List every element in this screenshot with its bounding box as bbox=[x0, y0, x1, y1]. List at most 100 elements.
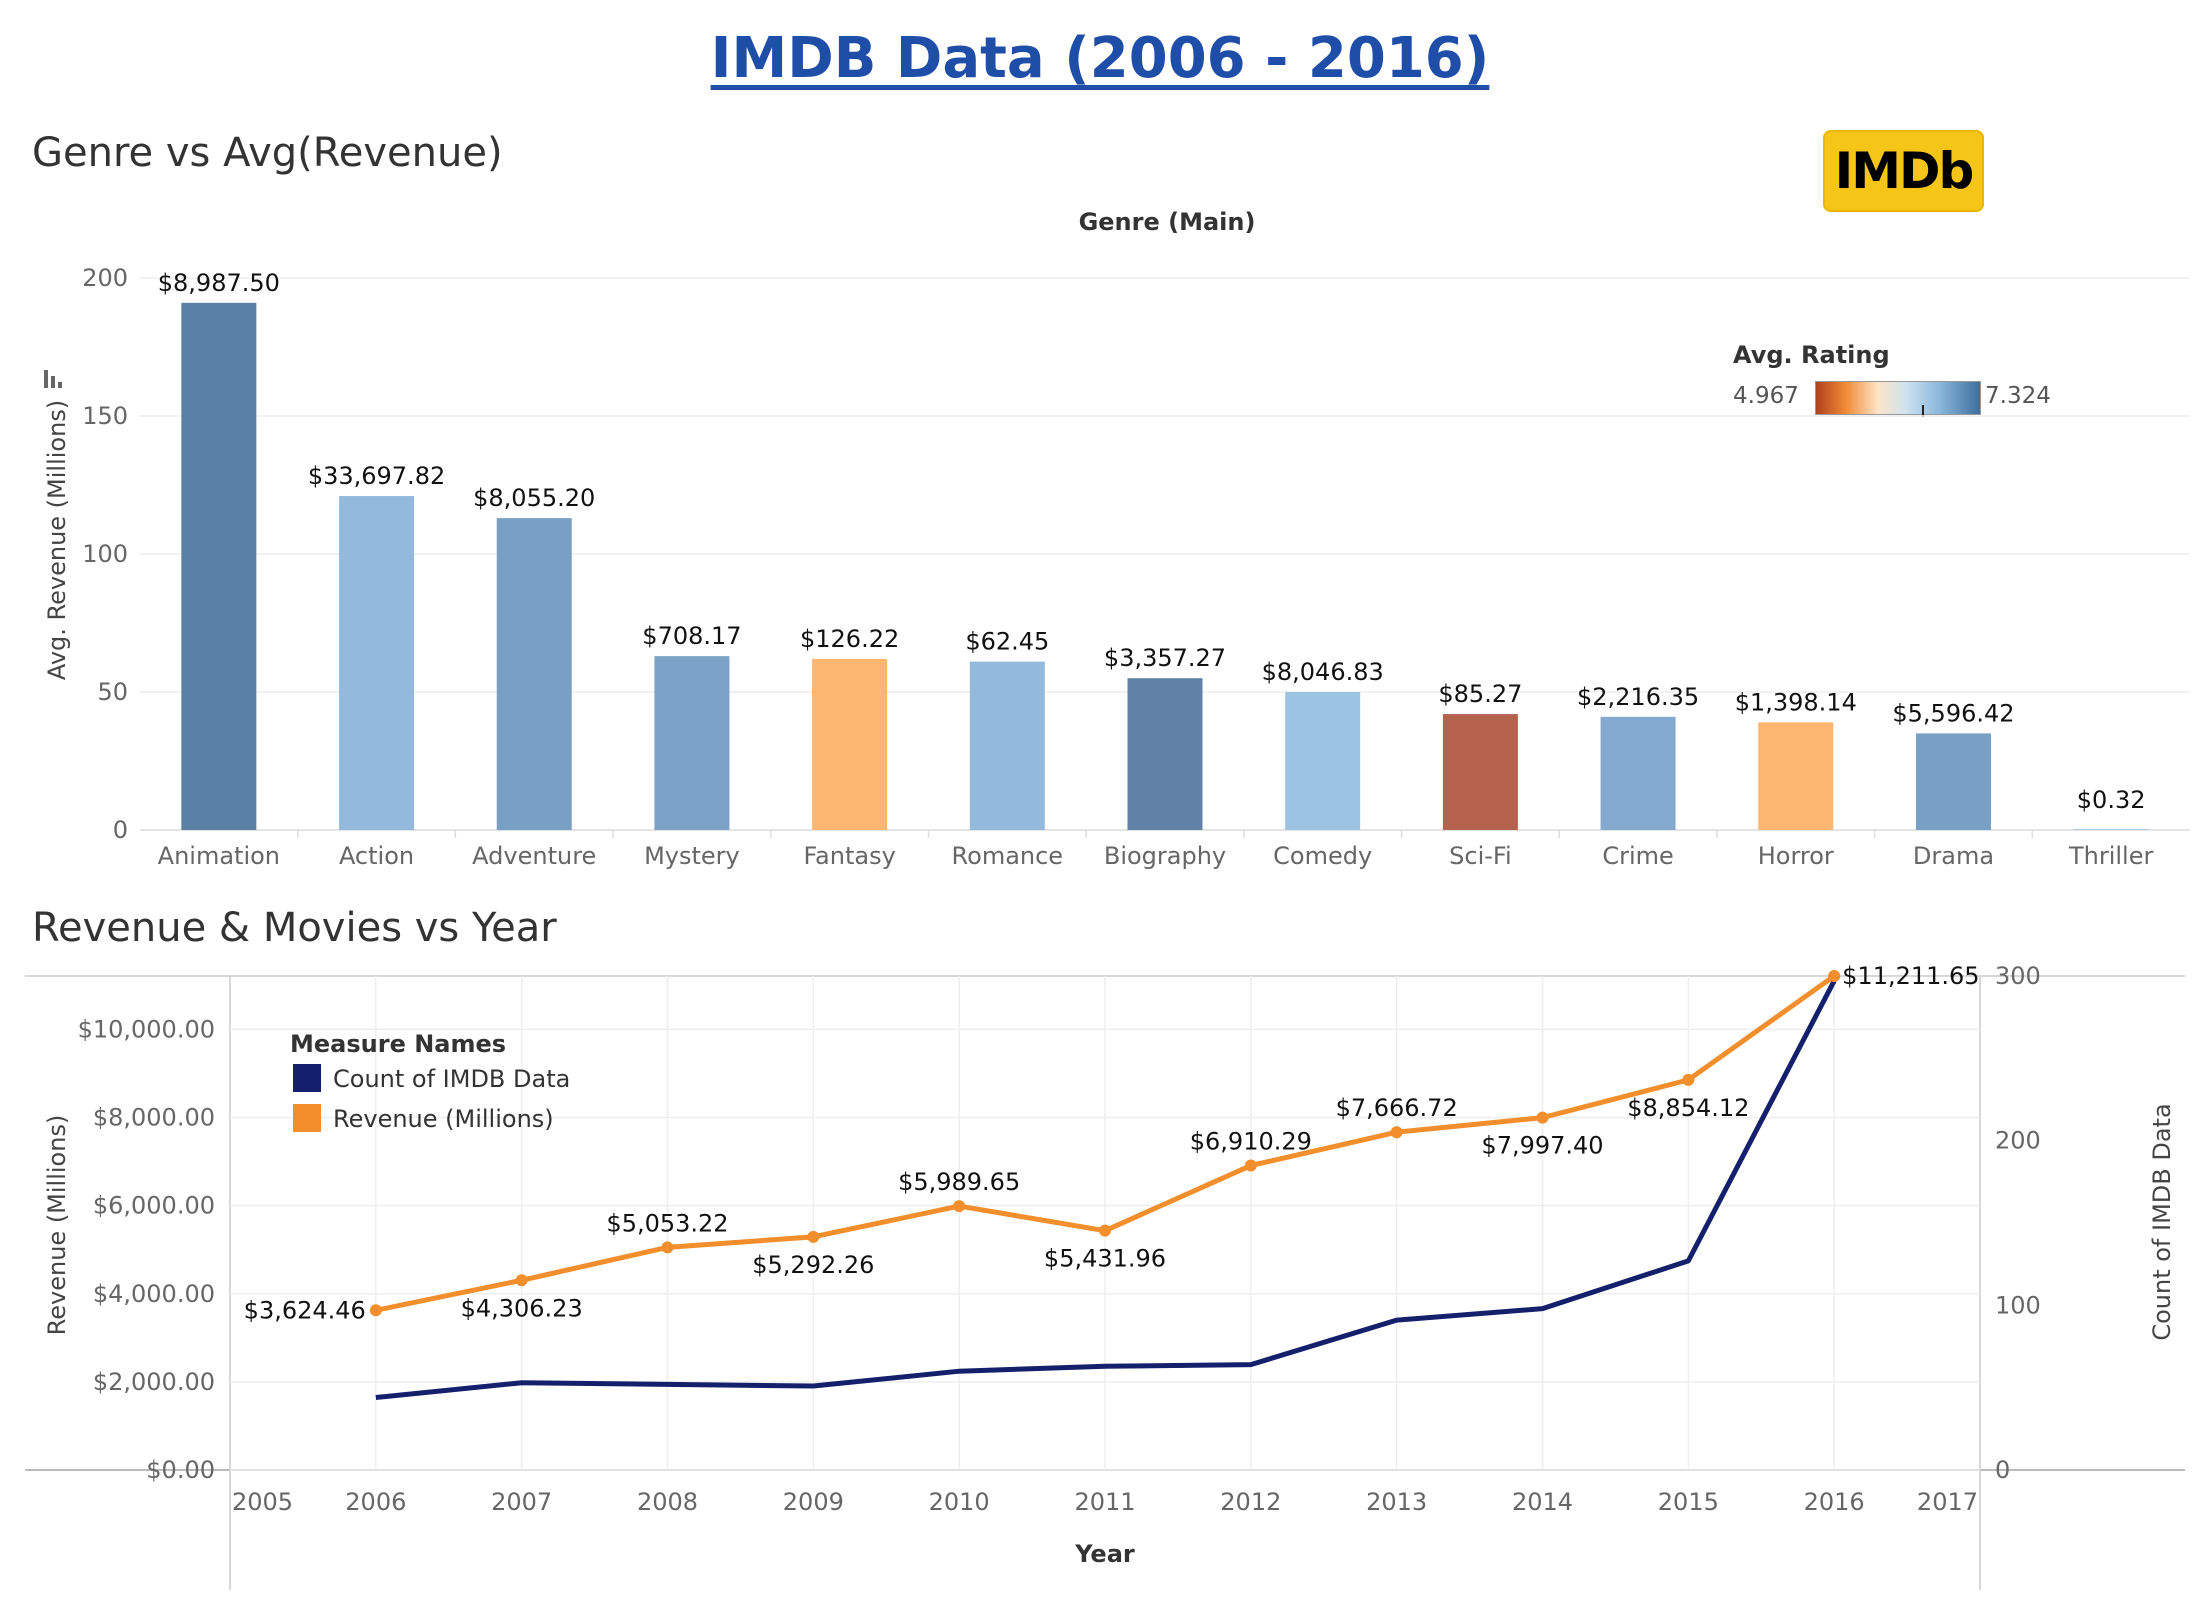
bar-x-tick-label: Romance bbox=[952, 842, 1064, 870]
revenue-data-label: $11,211.65 bbox=[1842, 962, 1979, 990]
revenue-point[interactable] bbox=[369, 1304, 382, 1317]
bar-x-tick-label: Adventure bbox=[472, 842, 596, 870]
line-x-axis-label: Year bbox=[1074, 1540, 1135, 1568]
revenue-data-label: $5,989.65 bbox=[898, 1168, 1020, 1196]
revenue-point[interactable] bbox=[807, 1230, 820, 1243]
bar-data-label: $62.45 bbox=[965, 628, 1049, 656]
imdb-logo: IMDb bbox=[1823, 130, 1984, 212]
bar-y-tick-label: 50 bbox=[97, 678, 128, 706]
line-y-tick-label: $2,000.00 bbox=[93, 1368, 215, 1396]
line-x-tick-label: 2009 bbox=[783, 1488, 844, 1516]
line-y-tick-label: $6,000.00 bbox=[93, 1192, 215, 1220]
revenue-data-label: $5,053.22 bbox=[606, 1209, 728, 1237]
bar-x-tick-label: Fantasy bbox=[803, 842, 895, 870]
bar-chart: 0 50 100 150 200 $8,987.50 $33,697.82 $8,055.2… bbox=[43, 208, 2190, 870]
revenue-point[interactable] bbox=[1828, 970, 1841, 983]
bar-data-label: $3,357.27 bbox=[1104, 644, 1226, 672]
line-x-tick-label: 2014 bbox=[1512, 1488, 1573, 1516]
bar-comedy[interactable] bbox=[1285, 692, 1361, 830]
revenue-point[interactable] bbox=[953, 1200, 966, 1213]
bar-y-tick-label: 100 bbox=[82, 540, 128, 568]
line-chart-title: Revenue & Movies vs Year bbox=[32, 905, 557, 951]
revenue-data-label: $6,910.29 bbox=[1190, 1128, 1312, 1156]
rating-legend-max: 7.324 bbox=[1985, 383, 2051, 409]
line-x-tick-label: 2011 bbox=[1074, 1488, 1135, 1516]
bar-action[interactable] bbox=[339, 496, 415, 830]
line-x-tick-label: 2016 bbox=[1804, 1488, 1865, 1516]
line-x-tick-label: 2010 bbox=[929, 1488, 990, 1516]
sort-icon[interactable] bbox=[44, 370, 62, 388]
bar-data-label: $8,055.20 bbox=[473, 484, 595, 512]
revenue-point[interactable] bbox=[661, 1241, 674, 1254]
bar-drama[interactable] bbox=[1915, 733, 1991, 830]
line-y2-tick-label: 100 bbox=[1995, 1291, 2041, 1319]
line-data-labels: $3,624.46 $4,306.23 $5,053.22 $5,292.26 $5,9… bbox=[244, 962, 1980, 1324]
rating-color-legend: Avg. Rating 4.967 7.324 bbox=[1733, 341, 2063, 431]
bar-x-tick-label: Crime bbox=[1602, 842, 1673, 870]
line-x-tick-label: 2013 bbox=[1366, 1488, 1427, 1516]
revenue-data-label: $8,854.12 bbox=[1627, 1094, 1749, 1122]
bar-x-tick-label: Horror bbox=[1758, 842, 1834, 870]
bar-sci-fi[interactable] bbox=[1442, 714, 1518, 830]
bar-data-label: $8,046.83 bbox=[1262, 658, 1384, 686]
revenue-data-label: $5,431.96 bbox=[1044, 1245, 1166, 1273]
rating-gradient-bar bbox=[1815, 381, 1981, 415]
line-x-tick-label: 2005 bbox=[232, 1488, 293, 1516]
revenue-point[interactable] bbox=[515, 1274, 528, 1287]
revenue-point[interactable] bbox=[1244, 1159, 1257, 1172]
bar-x-tick-label: Sci-Fi bbox=[1449, 842, 1511, 870]
bar-x-ticks: Animation Action Adventure Mystery Fantasy Ro… bbox=[158, 842, 2154, 870]
bar-data-label: $5,596.42 bbox=[1892, 699, 2014, 727]
line-x-tick-label: 2015 bbox=[1658, 1488, 1719, 1516]
line-x-tick-label: 2017 bbox=[1917, 1488, 1978, 1516]
revenue-point[interactable] bbox=[1099, 1224, 1111, 1237]
line-y2-tick-label: 300 bbox=[1995, 962, 2041, 990]
bar-biography[interactable] bbox=[1127, 678, 1203, 830]
line-series bbox=[369, 970, 1841, 1401]
bar-horror[interactable] bbox=[1758, 722, 1834, 830]
line-y2-axis-label: Count of IMDB Data bbox=[2148, 1103, 2176, 1340]
bar-chart-title: Genre vs Avg(Revenue) bbox=[32, 130, 503, 176]
count-line[interactable] bbox=[375, 979, 1837, 1401]
bar-data-label: $8,987.50 bbox=[158, 269, 280, 297]
line-y2-ticks: 0 100 200 300 bbox=[1995, 962, 2041, 1484]
line-y-axis-label: Revenue (Millions) bbox=[43, 1115, 71, 1336]
line-y-tick-label: $8,000.00 bbox=[93, 1104, 215, 1132]
bar-data-label: $33,697.82 bbox=[308, 462, 445, 490]
bar-y-tick-label: 150 bbox=[82, 402, 128, 430]
legend-label-count: Count of IMDB Data bbox=[333, 1065, 570, 1093]
bar-y-axis-label: Avg. Revenue (Millions) bbox=[43, 400, 71, 680]
rating-marker bbox=[1921, 405, 1924, 417]
line-y2-tick-label: 0 bbox=[1995, 1456, 2010, 1484]
line-y-tick-label: $10,000.00 bbox=[78, 1015, 215, 1043]
bar-thriller[interactable] bbox=[2073, 829, 2149, 830]
revenue-point[interactable] bbox=[1536, 1111, 1549, 1124]
bar-adventure[interactable] bbox=[496, 518, 572, 830]
bar-crime[interactable] bbox=[1600, 716, 1676, 830]
bar-animation[interactable] bbox=[181, 302, 257, 831]
bar-x-tick-label: Mystery bbox=[644, 842, 740, 870]
bar-mystery[interactable] bbox=[654, 656, 730, 830]
bar-data-labels: $8,987.50 $33,697.82 $8,055.20 $708.17 $126.… bbox=[158, 269, 2146, 814]
bar-data-label: $85.27 bbox=[1438, 680, 1522, 708]
bar-x-tick-label: Biography bbox=[1104, 842, 1226, 870]
line-legend-title: Measure Names bbox=[290, 1030, 506, 1058]
bar-y-tick-label: 0 bbox=[113, 816, 128, 844]
bar-romance[interactable] bbox=[969, 661, 1045, 830]
rating-legend-min: 4.967 bbox=[1733, 383, 1799, 409]
bar-data-label: $0.32 bbox=[2077, 786, 2146, 814]
line-y-tick-label: $0.00 bbox=[146, 1456, 215, 1484]
legend-swatch-count bbox=[293, 1064, 321, 1092]
bar-fantasy[interactable] bbox=[812, 658, 888, 830]
line-x-tick-label: 2006 bbox=[345, 1488, 406, 1516]
bar-x-tick-label: Animation bbox=[158, 842, 280, 870]
revenue-data-label: $7,997.40 bbox=[1481, 1132, 1603, 1160]
bar-series bbox=[181, 302, 2149, 831]
revenue-point[interactable] bbox=[1390, 1126, 1403, 1139]
legend-swatch-revenue bbox=[293, 1104, 321, 1132]
revenue-data-label: $5,292.26 bbox=[752, 1251, 874, 1279]
revenue-point[interactable] bbox=[1682, 1073, 1695, 1086]
revenue-data-label: $7,666.72 bbox=[1336, 1094, 1458, 1122]
line-x-tick-label: 2012 bbox=[1220, 1488, 1281, 1516]
